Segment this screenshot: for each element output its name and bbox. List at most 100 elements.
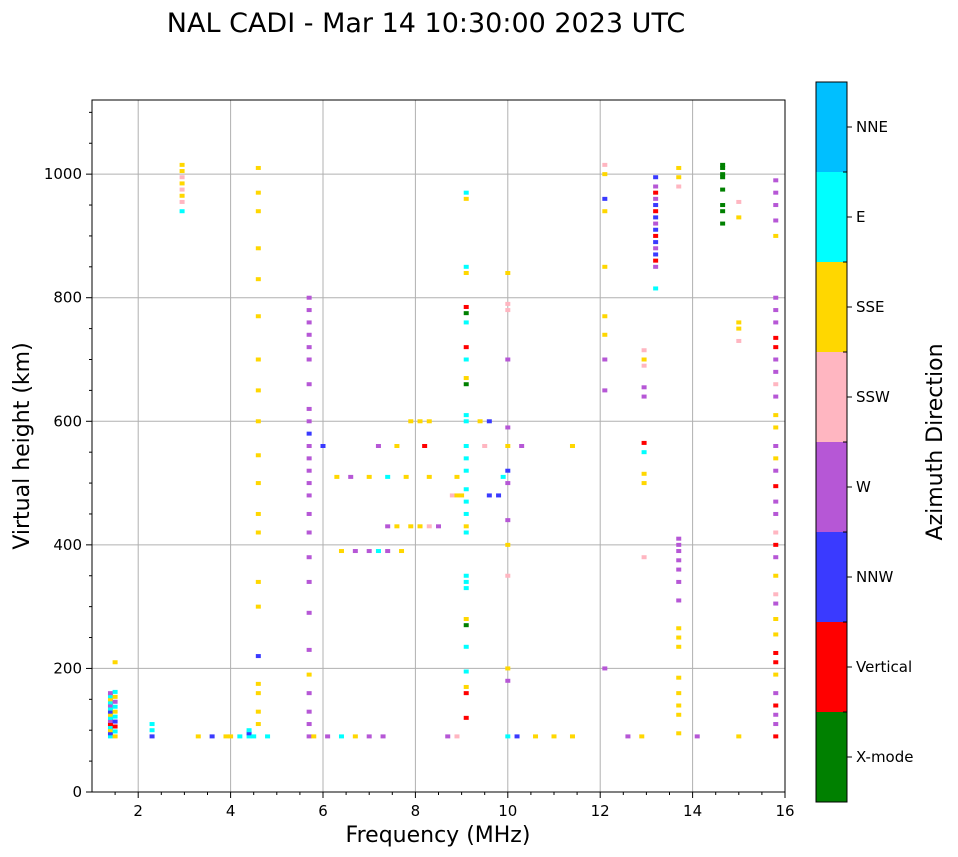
echo-point: [463, 345, 469, 350]
x-axis-label: Frequency (MHz): [346, 823, 531, 848]
echo-point: [255, 654, 261, 659]
x-tick-label: 4: [226, 802, 236, 820]
echo-point: [255, 530, 261, 535]
echo-point: [482, 444, 488, 448]
echo-point: [676, 542, 682, 547]
echo-point: [625, 734, 631, 739]
echo-point: [107, 700, 113, 705]
echo-point: [720, 175, 726, 180]
echo-point: [676, 175, 682, 180]
echo-point: [179, 181, 185, 186]
echo-point: [385, 474, 391, 479]
echo-point: [773, 650, 779, 655]
echo-point: [676, 579, 682, 584]
echo-point: [505, 542, 511, 547]
echo-point: [149, 734, 155, 739]
echo-point: [773, 499, 779, 504]
echo-point: [602, 314, 608, 319]
echo-point: [463, 684, 469, 689]
echo-point: [306, 456, 312, 461]
echo-point: [107, 703, 113, 708]
echo-point: [505, 444, 511, 448]
echo-point: [773, 190, 779, 195]
echo-point: [773, 542, 779, 547]
y-tick-label: 0: [72, 783, 82, 801]
echo-point: [602, 388, 608, 393]
echo-point: [112, 660, 118, 665]
echo-point: [505, 425, 511, 430]
echo-point: [505, 308, 511, 313]
echo-point: [112, 689, 118, 694]
echo-point: [463, 196, 469, 201]
echo-point: [366, 474, 372, 479]
echo-point: [463, 468, 469, 473]
echo-point: [179, 175, 185, 180]
echo-point: [306, 382, 312, 387]
x-tick-label: 14: [683, 802, 702, 820]
echo-point: [179, 193, 185, 198]
echo-point: [773, 660, 779, 665]
echo-point: [653, 227, 659, 232]
echo-point: [463, 413, 469, 418]
echo-point: [653, 190, 659, 195]
echo-point: [641, 555, 647, 560]
plot-frame: [91, 99, 786, 793]
echo-point: [255, 314, 261, 319]
echo-point: [306, 431, 312, 436]
echo-point: [773, 413, 779, 418]
colorbar-label: Vertical: [856, 658, 912, 676]
echo-point: [463, 382, 469, 387]
echo-point: [366, 734, 372, 739]
echo-point: [463, 644, 469, 649]
echo-point: [773, 357, 779, 362]
echo-point: [773, 632, 779, 637]
echo-point: [486, 493, 492, 498]
y-axis-label: Virtual height (km): [10, 342, 35, 549]
echo-point: [773, 425, 779, 430]
echo-point: [773, 592, 779, 597]
echo-point: [463, 376, 469, 381]
colorbar-segment: [816, 172, 847, 262]
echo-point: [773, 484, 779, 489]
echo-point: [107, 691, 113, 696]
echo-point: [500, 474, 506, 479]
echo-point: [255, 579, 261, 584]
echo-point: [463, 487, 469, 492]
colorbar-segment: [816, 352, 847, 442]
echo-point: [107, 709, 113, 714]
echo-point: [385, 524, 391, 529]
echo-point: [736, 215, 742, 220]
echo-point: [676, 626, 682, 631]
echo-point: [463, 623, 469, 628]
echo-point: [639, 734, 645, 739]
echo-point: [463, 499, 469, 504]
echo-point: [653, 184, 659, 189]
echo-point: [107, 712, 113, 717]
echo-point: [179, 199, 185, 204]
echo-point: [676, 567, 682, 572]
echo-point: [676, 558, 682, 563]
x-tick-label: 8: [411, 802, 421, 820]
echo-point: [602, 196, 608, 201]
echo-point: [653, 246, 659, 251]
echo-point: [311, 734, 317, 739]
echo-point: [653, 215, 659, 220]
colorbar-label: SSW: [856, 388, 890, 406]
echo-point: [436, 524, 441, 529]
echo-point: [773, 617, 779, 621]
echo-marks: [107, 162, 779, 739]
echo-point: [149, 722, 155, 727]
echo-point: [348, 474, 354, 479]
echo-point: [306, 579, 312, 584]
echo-point: [653, 252, 659, 257]
echo-point: [107, 694, 113, 699]
echo-point: [773, 394, 779, 399]
y-tick-label: 1000: [44, 165, 82, 183]
echo-point: [107, 718, 113, 723]
echo-point: [306, 511, 312, 516]
echo-point: [375, 444, 381, 448]
y-tick-label: 600: [53, 412, 82, 430]
echo-point: [179, 209, 185, 214]
echo-point: [773, 320, 779, 325]
